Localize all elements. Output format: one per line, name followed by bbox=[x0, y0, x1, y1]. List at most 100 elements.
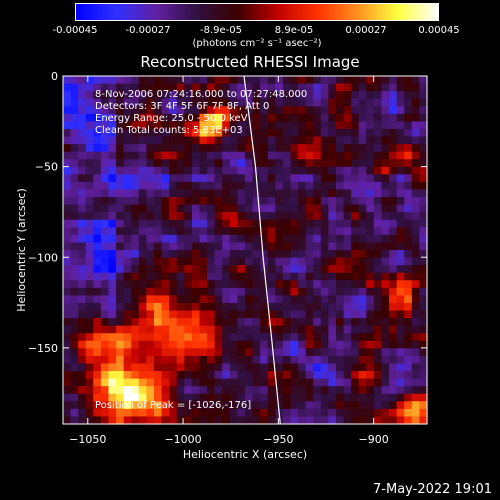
heatmap-cell bbox=[396, 159, 405, 168]
heatmap-cell bbox=[100, 128, 110, 138]
heatmap-cell bbox=[267, 136, 276, 145]
heatmap-cell bbox=[358, 219, 367, 228]
heatmap-cell bbox=[70, 159, 79, 168]
heatmap-cell bbox=[100, 386, 110, 395]
heatmap-cell bbox=[116, 76, 125, 85]
heatmap-cell bbox=[184, 408, 193, 418]
heatmap-cell bbox=[131, 219, 140, 228]
heatmap-cell bbox=[245, 348, 254, 357]
heatmap-cell bbox=[396, 204, 405, 213]
heatmap-cell bbox=[366, 204, 375, 213]
heatmap-cell bbox=[389, 189, 398, 198]
heatmap-cell bbox=[229, 272, 239, 281]
heatmap-cell bbox=[63, 371, 72, 380]
heatmap-cell bbox=[336, 371, 345, 380]
heatmap-cell bbox=[146, 98, 155, 107]
heatmap-cell bbox=[199, 250, 208, 259]
heatmap-cell bbox=[199, 386, 208, 395]
heatmap-cell bbox=[237, 113, 246, 122]
heatmap-cell bbox=[336, 378, 345, 387]
heatmap-cell bbox=[320, 302, 330, 312]
heatmap-cell bbox=[343, 181, 352, 191]
heatmap-cell bbox=[381, 386, 390, 395]
heatmap-cell bbox=[78, 348, 87, 357]
heatmap-cell bbox=[358, 250, 367, 259]
heatmap-cell bbox=[245, 83, 254, 92]
heatmap-cell bbox=[154, 128, 163, 138]
heatmap-cell bbox=[389, 128, 398, 138]
heatmap-cell bbox=[207, 113, 216, 122]
heatmap-cell bbox=[245, 272, 254, 281]
heatmap-cell bbox=[199, 348, 208, 357]
heatmap-cell bbox=[252, 265, 261, 274]
heatmap-cell bbox=[138, 302, 148, 312]
heatmap-cell bbox=[199, 189, 208, 198]
heatmap-cell bbox=[267, 265, 276, 274]
heatmap-cell bbox=[161, 91, 170, 100]
heatmap-cell bbox=[222, 76, 231, 85]
heatmap-cell bbox=[214, 212, 223, 221]
heatmap-cell bbox=[298, 355, 307, 365]
heatmap-cell bbox=[214, 408, 223, 418]
heatmap-cell bbox=[207, 136, 216, 145]
heatmap-cell bbox=[260, 83, 269, 92]
heatmap-cell bbox=[108, 136, 117, 145]
heatmap-cell bbox=[184, 227, 193, 236]
heatmap-cell bbox=[320, 83, 330, 92]
heatmap-cell bbox=[366, 272, 375, 281]
heatmap-cell bbox=[267, 416, 276, 425]
heatmap-cell bbox=[411, 76, 421, 85]
heatmap-cell bbox=[351, 174, 360, 183]
heatmap-cell bbox=[237, 128, 246, 138]
heatmap-cell bbox=[63, 159, 72, 168]
heatmap-cell bbox=[169, 250, 178, 259]
heatmap-cell bbox=[229, 325, 239, 334]
heatmap-cell bbox=[328, 136, 337, 145]
heatmap-cell bbox=[267, 121, 276, 130]
heatmap-cell bbox=[389, 91, 398, 100]
heatmap-cell bbox=[138, 106, 148, 115]
heatmap-cell bbox=[63, 212, 72, 221]
heatmap-cell bbox=[93, 91, 102, 100]
heatmap-cell bbox=[305, 340, 314, 349]
heatmap-cell bbox=[169, 189, 178, 198]
heatmap-cell bbox=[404, 325, 413, 334]
heatmap-cell bbox=[116, 113, 125, 122]
heatmap-cell bbox=[138, 83, 148, 92]
heatmap-cell bbox=[373, 371, 383, 380]
heatmap-cell bbox=[131, 325, 140, 334]
heatmap-cell bbox=[108, 287, 117, 296]
heatmap-cell bbox=[176, 91, 185, 100]
heatmap-cell bbox=[366, 136, 375, 145]
heatmap-cell bbox=[373, 348, 383, 357]
heatmap-cell bbox=[184, 401, 193, 410]
heatmap-cell bbox=[245, 416, 254, 425]
heatmap-cell bbox=[411, 310, 421, 319]
heatmap-cell bbox=[108, 242, 117, 251]
heatmap-cell bbox=[298, 227, 307, 236]
heatmap-cell bbox=[366, 76, 375, 85]
heatmap-cell bbox=[146, 355, 155, 365]
heatmap-cell bbox=[161, 204, 170, 213]
heatmap-cell bbox=[146, 386, 155, 395]
heatmap-cell bbox=[138, 371, 148, 380]
heatmap-cell bbox=[229, 378, 239, 387]
heatmap-cell bbox=[70, 363, 79, 372]
heatmap-cell bbox=[237, 257, 246, 266]
heatmap-cell bbox=[191, 144, 201, 153]
heatmap-cell bbox=[237, 386, 246, 395]
heatmap-cell bbox=[396, 181, 405, 191]
heatmap-cell bbox=[245, 257, 254, 266]
heatmap-cell bbox=[123, 318, 132, 327]
heatmap-cell bbox=[290, 113, 299, 122]
heatmap-cell bbox=[222, 136, 231, 145]
heatmap-cell bbox=[169, 212, 178, 221]
heatmap-cell bbox=[207, 212, 216, 221]
heatmap-cell bbox=[131, 136, 140, 145]
heatmap-cell bbox=[199, 76, 208, 85]
heatmap-cell bbox=[366, 355, 375, 365]
heatmap-cell bbox=[214, 204, 223, 213]
heatmap-cell bbox=[305, 295, 314, 304]
heatmap-cell bbox=[419, 113, 428, 122]
heatmap-cell bbox=[404, 265, 413, 274]
